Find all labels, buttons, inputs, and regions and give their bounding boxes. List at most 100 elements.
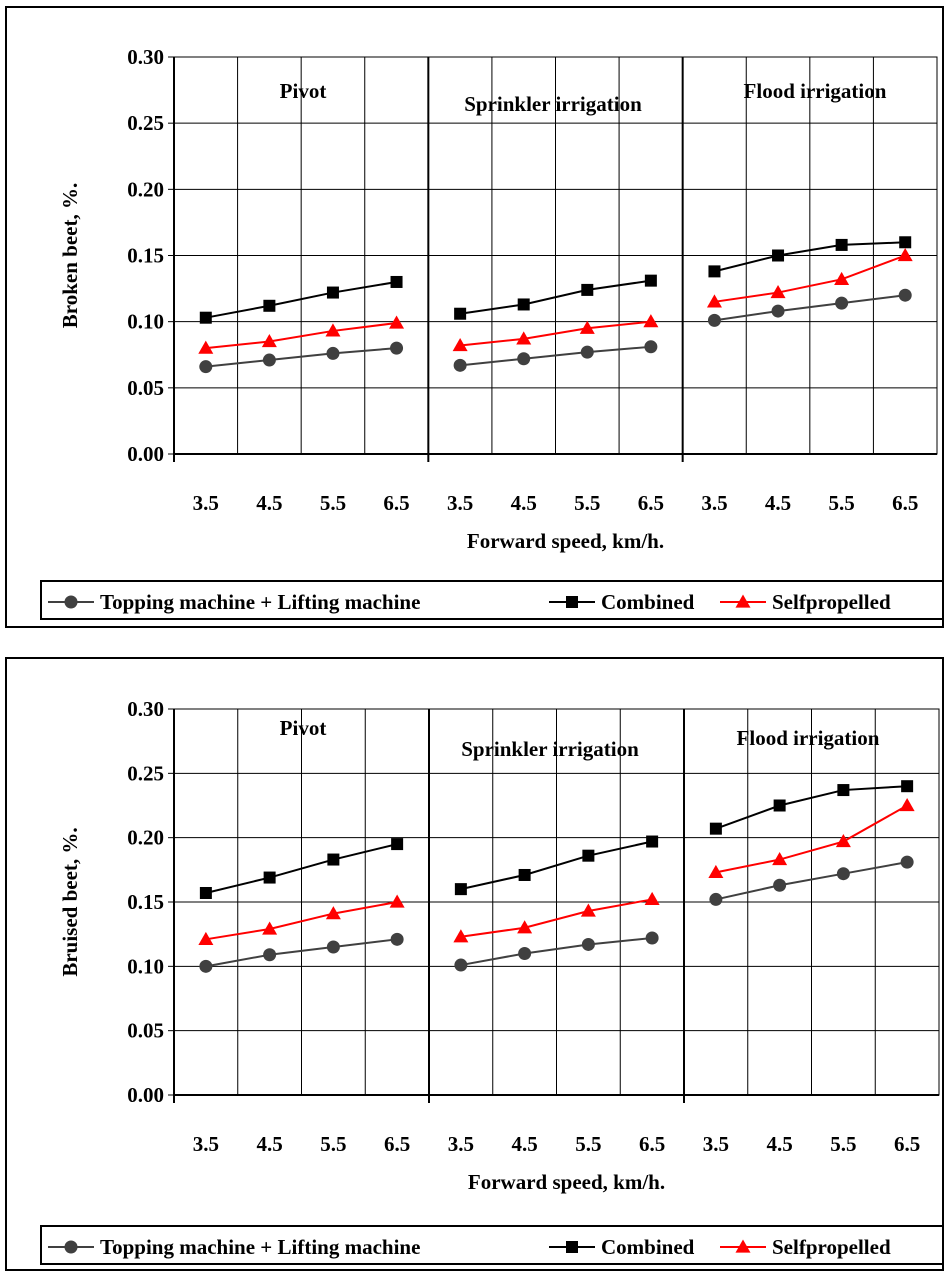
legend-marker: [64, 595, 78, 609]
data-point: [454, 958, 468, 972]
group-label: Sprinkler irrigation: [461, 737, 639, 761]
series-line: [205, 347, 397, 368]
data-point: [198, 340, 214, 354]
data-point: [327, 853, 340, 866]
legend-marker: [64, 1240, 78, 1254]
x-tick-label: 3.5: [193, 1132, 219, 1156]
y-tick-label: 0.30: [127, 45, 164, 69]
data-point: [899, 798, 915, 812]
x-tick-label: 6.5: [892, 491, 918, 515]
data-point: [391, 838, 404, 851]
x-tick-label: 5.5: [829, 491, 855, 515]
data-point: [835, 834, 851, 848]
x-tick-label: 5.5: [320, 491, 346, 515]
data-point: [199, 886, 212, 899]
data-point: [645, 931, 659, 945]
data-point: [326, 940, 340, 954]
x-tick-label: 6.5: [383, 491, 409, 515]
data-point: [773, 878, 787, 892]
legend-label: Selfpropelled: [772, 590, 891, 614]
data-point: [899, 236, 912, 249]
y-tick-label: 0.20: [127, 826, 164, 850]
data-point: [773, 799, 786, 812]
data-point: [454, 307, 467, 320]
data-point: [644, 891, 660, 906]
x-tick-label: 6.5: [638, 491, 664, 515]
data-point: [390, 341, 404, 355]
x-tick-label: 3.5: [193, 491, 219, 515]
data-point: [644, 274, 657, 287]
data-point: [261, 334, 277, 348]
x-tick-label: 4.5: [256, 491, 282, 515]
series-line: [460, 345, 651, 367]
legend-marker: [735, 594, 751, 608]
series-line: [460, 840, 653, 891]
data-point: [837, 784, 850, 797]
series-line: [460, 320, 651, 347]
data-point: [263, 948, 277, 962]
series-line: [714, 241, 906, 273]
data-point: [326, 346, 340, 360]
data-point: [581, 937, 595, 951]
x-tick-label: 5.5: [320, 1132, 346, 1156]
data-point: [390, 932, 404, 946]
data-point: [836, 867, 850, 881]
data-point: [453, 929, 469, 943]
data-point: [580, 903, 596, 917]
x-tick-label: 4.5: [767, 1132, 793, 1156]
y-tick-label: 0.15: [127, 890, 164, 914]
chart-broken-beet: 0.00 0.05 0.10 0.15 0.20 0.25 0.30 Pivot 3.5 4.5 5…: [58, 45, 938, 553]
data-point: [771, 304, 785, 318]
legend-bruised: Topping machine + Lifting machine Combine…: [40, 1225, 942, 1265]
data-point: [262, 353, 276, 367]
chart-bruised-beet: 0.00 0.05 0.10 0.15 0.20 0.25 0.30 Pivot 3.5 4.5 5…: [58, 697, 940, 1194]
series-line: [205, 901, 398, 941]
data-point: [326, 286, 339, 299]
data-point: [518, 946, 532, 960]
y-tick-label: 0.05: [127, 376, 164, 400]
series-line: [714, 294, 906, 322]
x-tick-label: 6.5: [384, 1132, 410, 1156]
legend-label: Selfpropelled: [772, 1235, 891, 1259]
data-point: [835, 238, 848, 251]
y-tick-label: 0.05: [127, 1019, 164, 1043]
data-point: [389, 894, 405, 908]
y-tick-label: 0.30: [127, 697, 164, 721]
x-axis-label: Forward speed, km/h.: [468, 1170, 665, 1194]
legend-broken-svg: Topping machine + Lifting machine Combine…: [48, 590, 891, 614]
data-point: [517, 920, 533, 934]
data-point: [325, 323, 341, 337]
data-point: [263, 871, 276, 884]
legend-label: Combined: [601, 590, 695, 614]
data-point: [518, 868, 531, 881]
y-tick-label: 0.25: [127, 111, 164, 135]
series-line: [459, 279, 652, 315]
data-point: [898, 288, 912, 302]
legend-label: Topping machine + Lifting machine: [100, 1235, 420, 1259]
data-point: [199, 311, 212, 324]
legend-bruised-svg: Topping machine + Lifting machine Combine…: [48, 1235, 891, 1259]
data-point: [453, 358, 467, 372]
x-tick-label: 3.5: [447, 491, 473, 515]
y-tick-label: 0.00: [127, 442, 164, 466]
data-point: [644, 340, 658, 354]
y-tick-label: 0.10: [127, 954, 164, 978]
data-point: [579, 320, 595, 334]
x-tick-label: 4.5: [512, 1132, 538, 1156]
data-point: [389, 315, 405, 329]
group-label: Pivot: [280, 79, 327, 103]
group-label: Flood irrigation: [744, 79, 887, 103]
data-point: [582, 849, 595, 862]
series-line: [460, 898, 653, 938]
data-point: [706, 294, 722, 308]
legend-marker: [566, 1241, 578, 1253]
data-point: [517, 352, 531, 366]
series-line: [205, 280, 397, 319]
data-point: [708, 864, 724, 879]
x-tick-label: 3.5: [448, 1132, 474, 1156]
data-point: [707, 313, 721, 327]
y-tick-label: 0.15: [127, 244, 164, 268]
data-point: [390, 275, 403, 288]
x-tick-label: 4.5: [765, 491, 791, 515]
y-axis-label: Bruised beet, %.: [58, 827, 82, 976]
